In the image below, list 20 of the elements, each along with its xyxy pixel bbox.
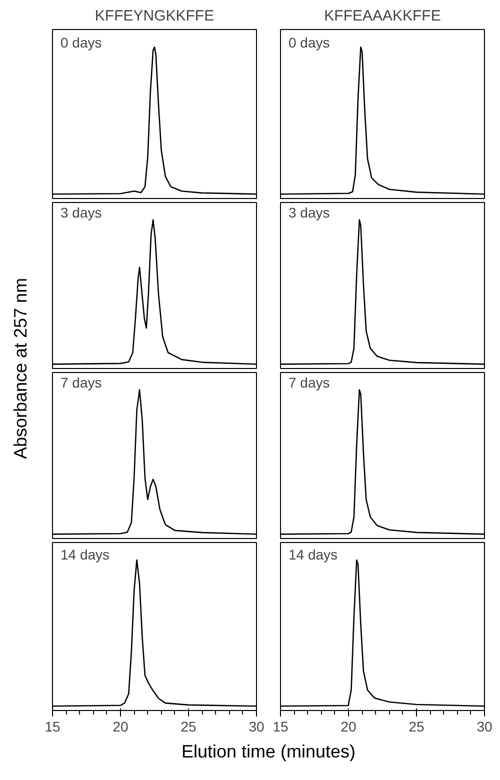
x-tick-label: 20 xyxy=(112,718,128,734)
x-axis-title: Elution time (minutes) xyxy=(181,742,356,762)
annotation: 0 days xyxy=(288,34,330,50)
chart-title: KFFEAAAKKFFE xyxy=(324,8,441,24)
chart-title: KFFEYNGKKFFE xyxy=(94,8,214,24)
x-tick-label: 15 xyxy=(44,718,60,734)
annotation: 14 days xyxy=(60,546,110,562)
x-tick-label: 30 xyxy=(248,718,264,734)
annotation: 3 days xyxy=(288,204,330,220)
x-tick-label: 25 xyxy=(408,718,424,734)
x-tick-label: 30 xyxy=(476,718,492,734)
annotation: 14 days xyxy=(288,546,338,562)
y-axis-title: Absorbance at 257 nm xyxy=(10,278,30,460)
x-tick-label: 25 xyxy=(180,718,196,734)
annotation: 3 days xyxy=(60,204,102,220)
annotation: 7 days xyxy=(60,374,102,390)
x-tick-label: 20 xyxy=(340,718,356,734)
annotation: 7 days xyxy=(288,374,330,390)
annotation: 0 days xyxy=(60,34,102,50)
x-tick-label: 15 xyxy=(272,718,288,734)
